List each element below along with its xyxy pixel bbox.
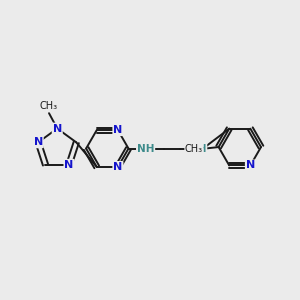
Text: NH: NH xyxy=(137,143,154,154)
Text: N: N xyxy=(246,160,255,170)
Text: N: N xyxy=(113,162,122,172)
Text: N: N xyxy=(113,125,122,135)
Text: N: N xyxy=(52,124,62,134)
Text: N: N xyxy=(34,137,43,147)
Text: N: N xyxy=(64,160,74,170)
Text: CH₃: CH₃ xyxy=(40,101,58,111)
Text: NH: NH xyxy=(189,143,206,154)
Text: CH₃: CH₃ xyxy=(185,143,203,154)
